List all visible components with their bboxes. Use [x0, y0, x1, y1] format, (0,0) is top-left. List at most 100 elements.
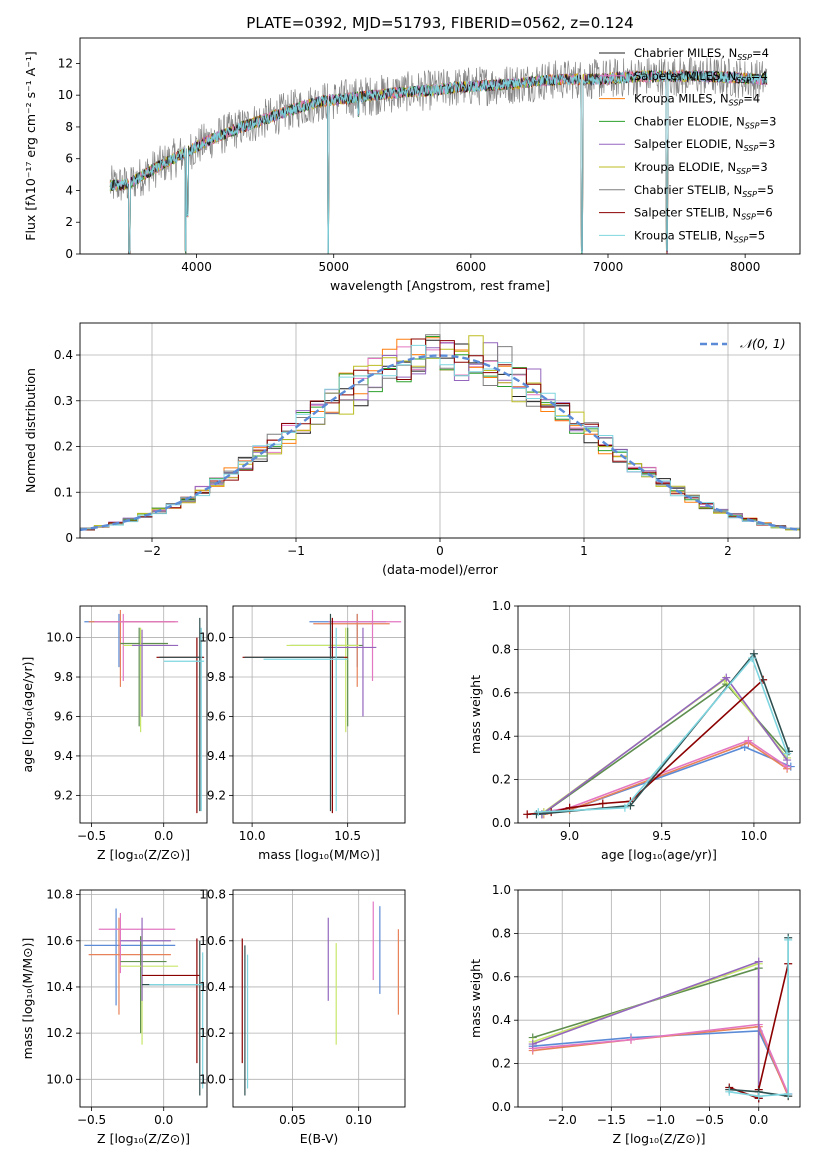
residual-histogram-plot-area: [80, 334, 800, 532]
y-tick-label: 9.4: [54, 749, 73, 763]
series-marker: [748, 654, 757, 663]
legend-label: Chabrier ELODIE, NSSP=3: [634, 114, 776, 130]
series-marker: [754, 957, 763, 966]
age-vs-mass-plot-area: [242, 609, 402, 814]
x-tick-label: −0.5: [77, 829, 106, 843]
legend-label: Kroupa MILES, NSSP=4: [634, 92, 760, 108]
spectrum-panel: 4000 5000 6000 7000 8000 0 2 4 6 8 10 12 wavelength …: [23, 37, 801, 293]
y-tick-label: 9.8: [207, 670, 226, 684]
legend-label: Chabrier MILES, NSSP=4: [634, 46, 769, 62]
y-tick-label: 8: [65, 120, 73, 134]
y-tick-label: 0.6: [492, 970, 511, 984]
legend-label: Chabrier STELIB, NSSP=5: [634, 183, 774, 199]
y-tick-label: 0.8: [492, 642, 511, 656]
y-tick-label: 0.4: [492, 1013, 511, 1027]
series-marker: [784, 935, 793, 944]
series-marker: [620, 803, 629, 812]
y-tick-label: 9.2: [207, 788, 226, 802]
spectrum-series-line: [109, 69, 768, 254]
series-marker: [598, 799, 607, 808]
y-tick-label: 10.8: [46, 888, 73, 902]
series-line: [541, 676, 788, 815]
y-tick-label: 0.2: [54, 440, 73, 454]
y-tick-label: 10.4: [46, 980, 73, 994]
y-tick-label: 10.2: [46, 1026, 73, 1040]
y-tick-label: 0.4: [54, 348, 73, 362]
y-tick-label: 12: [58, 56, 73, 70]
y-tick-label: 10.4: [199, 980, 226, 994]
series-marker: [754, 1092, 763, 1101]
legend-label: Kroupa STELIB, NSSP=5: [634, 228, 765, 244]
x-tick-label: 10.5: [334, 829, 361, 843]
y-tick-label: 0: [65, 531, 73, 545]
y-tick-label: 0.3: [54, 394, 73, 408]
series-marker: [722, 673, 731, 682]
mass-weight-vs-age-panel: 9.0 9.5 10.0 0.0 0.2 0.4 0.6 0.8 1.0 age [log₁₀(a…: [468, 599, 801, 862]
x-tick-label: −1: [287, 544, 305, 558]
y-tick-label: 0.4: [492, 729, 511, 743]
series-line: [532, 1025, 789, 1097]
y-tick-label: 10.8: [199, 888, 226, 902]
x-axis-label: Z [log₁₀(Z/Z⊙)]: [613, 1131, 706, 1146]
histogram-series-step: [80, 338, 800, 531]
x-tick-label: 1: [580, 544, 588, 558]
y-tick-label: 1.0: [492, 599, 511, 613]
y-axis-label: age [log₁₀(age/yr)]: [20, 657, 35, 773]
y-tick-label: 0.2: [492, 1057, 511, 1071]
series-marker: [784, 1089, 793, 1098]
y-tick-label: 9.4: [207, 749, 226, 763]
x-tick-label: 0.0: [749, 1113, 768, 1127]
spectrum-plot-area: [109, 56, 768, 254]
y-tick-label: 4: [65, 183, 73, 197]
x-axis-label: E(B-V): [300, 1131, 339, 1146]
y-tick-label: 9.6: [54, 709, 73, 723]
age-vs-metallicity-panel: −0.5 0.0 9.2 9.4 9.6 9.8 10.0 Z [log₁₀(Z/Z⊙)] ag…: [20, 605, 208, 862]
x-tick-label: 0.10: [345, 1113, 372, 1127]
x-tick-label: 8000: [730, 260, 761, 274]
age-vs-metallicity-frame: [79, 605, 208, 824]
spectrum-series-line: [109, 56, 768, 254]
y-axis-label: mass [log₁₀(M/M⊙)]: [20, 938, 35, 1060]
mass-vs-ebv-plot-area: [241, 901, 399, 1096]
x-axis-label: age [log₁₀(age/yr)]: [601, 847, 717, 862]
x-tick-label: 5000: [318, 260, 349, 274]
y-tick-label: 10.0: [46, 631, 73, 645]
mass-weight-vs-metallicity-panel: −2.0 −1.5 −1.0 −0.5 0.0 0.0 0.2 0.4 0.6 0.8 1.0 Z […: [468, 883, 801, 1146]
y-tick-label: 0.6: [492, 686, 511, 700]
mass-vs-ebv-panel: 0.05 0.10 10.0 10.2 10.4 10.6 10.8 E(B-V): [199, 888, 406, 1146]
x-tick-label: 0: [436, 544, 444, 558]
figure-title: PLATE=0392, MJD=51793, FIBERID=0562, z=0…: [246, 14, 633, 32]
series-marker: [744, 736, 753, 745]
x-tick-label: 9.0: [560, 829, 579, 843]
y-tick-label: 9.2: [54, 788, 73, 802]
series-line: [729, 939, 790, 1098]
legend-label: Salpeter ELODIE, NSSP=3: [634, 137, 775, 153]
x-tick-label: 7000: [593, 260, 624, 274]
series-line: [532, 1023, 789, 1095]
mass-vs-ebv-frame: [232, 889, 406, 1108]
y-tick-label: 6: [65, 152, 73, 166]
y-tick-label: 10.0: [46, 1072, 73, 1086]
series-line: [527, 679, 764, 816]
y-tick-label: 1.0: [492, 883, 511, 897]
series-marker: [523, 810, 532, 819]
mass-vs-metallicity-frame: [79, 889, 208, 1108]
y-tick-label: 0.0: [492, 1100, 511, 1114]
y-tick-label: 0.2: [492, 773, 511, 787]
legend-label: Salpeter MILES, NSSP=4: [634, 69, 768, 85]
y-tick-label: 0.1: [54, 485, 73, 499]
legend-label: Kroupa ELODIE, NSSP=3: [634, 160, 768, 176]
y-tick-label: 0.8: [492, 926, 511, 940]
x-tick-label: 6000: [456, 260, 487, 274]
series-marker: [626, 1035, 635, 1044]
y-axis-label: mass weight: [468, 675, 483, 754]
mass-weight-vs-metallicity-frame: [517, 889, 801, 1108]
legend-label: Salpeter STELIB, NSSP=6: [634, 206, 773, 222]
series-marker: [783, 749, 792, 758]
y-tick-label: 10.2: [199, 1026, 226, 1040]
y-tick-label: 9.6: [207, 709, 226, 723]
x-axis-label: Z [log₁₀(Z/Z⊙)]: [97, 1131, 190, 1146]
residual-histogram-panel: −2 −1 0 1 2 0 0.1 0.2 0.3 0.4 (data-model)/error No…: [23, 322, 801, 577]
x-tick-label: −1.0: [646, 1113, 675, 1127]
